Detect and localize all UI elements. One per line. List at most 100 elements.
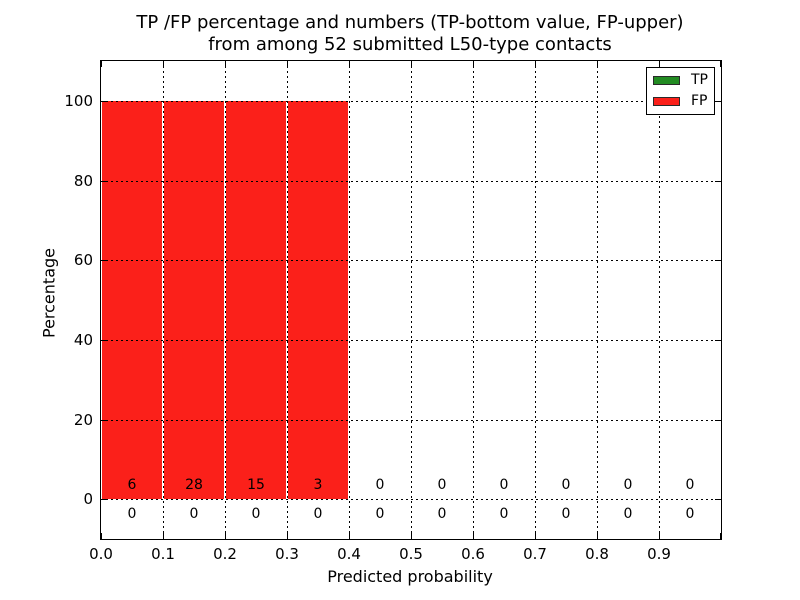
tp-count-label: 0 bbox=[499, 506, 509, 522]
x-tick-mark bbox=[659, 533, 660, 539]
legend-label: TP bbox=[691, 72, 708, 88]
tp-count-label: 0 bbox=[623, 506, 633, 522]
x-tick-mark bbox=[597, 533, 598, 539]
x-tick-mark-top bbox=[287, 61, 288, 67]
x-tick-label: 0.1 bbox=[151, 545, 175, 563]
x-tick-mark-top bbox=[225, 61, 226, 67]
plot-area: TP FP 0.0 0.1 0.2 0.3 0.4 0.5 0.6 0.7 0.8 0.9 0 20 40… bbox=[64, 60, 722, 563]
tp-count-label: 0 bbox=[251, 506, 261, 522]
gridline-vertical bbox=[597, 61, 598, 539]
x-tick-mark-top bbox=[473, 61, 474, 67]
tp-count-label: 0 bbox=[375, 506, 385, 522]
tp-count-label: 0 bbox=[437, 506, 447, 522]
y-tick-mark-right bbox=[715, 499, 721, 500]
fp-count-label: 3 bbox=[313, 477, 323, 493]
fp-count-label: 0 bbox=[437, 477, 447, 493]
x-tick-label: 0.8 bbox=[585, 545, 609, 563]
gridline-vertical bbox=[411, 61, 412, 539]
bar-fp bbox=[163, 101, 225, 499]
gridline-vertical bbox=[163, 61, 164, 539]
y-tick-mark-right bbox=[715, 260, 721, 261]
fp-count-label: 0 bbox=[499, 477, 509, 493]
x-tick-mark bbox=[720, 533, 721, 539]
y-tick-mark bbox=[101, 181, 107, 182]
x-tick-label: 0.7 bbox=[523, 545, 547, 563]
x-tick-label: 0.0 bbox=[89, 545, 113, 563]
gridline-vertical bbox=[349, 61, 350, 539]
y-tick-mark bbox=[101, 499, 107, 500]
legend-entry-tp: TP bbox=[653, 73, 708, 88]
gridline-vertical bbox=[473, 61, 474, 539]
x-tick-mark bbox=[411, 533, 412, 539]
y-tick-label: 20 bbox=[73, 411, 93, 429]
legend: TP FP bbox=[646, 67, 715, 115]
x-tick-mark bbox=[101, 533, 102, 539]
fp-count-label: 0 bbox=[685, 477, 695, 493]
x-tick-mark bbox=[287, 533, 288, 539]
chart-title: TP /FP percentage and numbers (TP-bottom… bbox=[100, 12, 720, 56]
gridline-horizontal bbox=[101, 101, 721, 102]
gridline-vertical bbox=[225, 61, 226, 539]
x-tick-mark-top bbox=[720, 61, 721, 67]
tp-swatch-icon bbox=[653, 76, 680, 85]
bar-fp bbox=[287, 101, 349, 499]
x-tick-mark-top bbox=[101, 61, 102, 67]
x-tick-mark bbox=[535, 533, 536, 539]
fp-count-label: 15 bbox=[247, 477, 265, 493]
y-tick-mark bbox=[101, 340, 107, 341]
y-tick-mark-right bbox=[715, 101, 721, 102]
gridline-horizontal bbox=[101, 420, 721, 421]
x-tick-mark bbox=[225, 533, 226, 539]
bar-fp bbox=[225, 101, 287, 499]
tp-count-label: 0 bbox=[685, 506, 695, 522]
y-tick-label: 60 bbox=[73, 251, 93, 269]
gridline-horizontal bbox=[101, 260, 721, 261]
x-tick-label: 0.4 bbox=[337, 545, 361, 563]
y-tick-label: 80 bbox=[73, 172, 93, 190]
tp-count-label: 0 bbox=[313, 506, 323, 522]
y-tick-mark-right bbox=[715, 340, 721, 341]
x-tick-mark-top bbox=[535, 61, 536, 67]
gridline-horizontal bbox=[101, 499, 721, 500]
y-tick-mark bbox=[101, 260, 107, 261]
y-tick-mark bbox=[101, 420, 107, 421]
bar-fp bbox=[101, 101, 163, 499]
x-tick-mark bbox=[349, 533, 350, 539]
y-tick-mark-right bbox=[715, 420, 721, 421]
x-tick-label: 0.9 bbox=[647, 545, 671, 563]
x-tick-mark-top bbox=[163, 61, 164, 67]
legend-entry-fp: FP bbox=[653, 94, 708, 109]
y-tick-label: 40 bbox=[73, 331, 93, 349]
gridline-vertical bbox=[535, 61, 536, 539]
tp-count-label: 0 bbox=[189, 506, 199, 522]
y-tick-label: 0 bbox=[83, 490, 93, 508]
x-tick-label: 0.6 bbox=[461, 545, 485, 563]
chart-title-line2: from among 52 submitted L50-type contact… bbox=[208, 34, 612, 55]
x-tick-mark bbox=[473, 533, 474, 539]
fp-count-label: 28 bbox=[185, 477, 203, 493]
legend-label: FP bbox=[691, 93, 708, 109]
y-tick-mark-right bbox=[715, 181, 721, 182]
x-tick-mark-top bbox=[659, 61, 660, 67]
y-tick-label: 100 bbox=[64, 92, 93, 110]
fp-count-label: 0 bbox=[561, 477, 571, 493]
chart-title-line1: TP /FP percentage and numbers (TP-bottom… bbox=[136, 12, 684, 33]
gridline-horizontal bbox=[101, 181, 721, 182]
fp-count-label: 0 bbox=[623, 477, 633, 493]
x-tick-mark bbox=[163, 533, 164, 539]
fp-count-label: 0 bbox=[375, 477, 385, 493]
x-tick-label: 0.5 bbox=[399, 545, 423, 563]
x-tick-label: 0.2 bbox=[213, 545, 237, 563]
y-tick-mark bbox=[101, 101, 107, 102]
gridline-horizontal bbox=[101, 340, 721, 341]
fp-swatch-icon bbox=[653, 97, 680, 106]
fp-count-label: 6 bbox=[127, 477, 137, 493]
tp-count-label: 0 bbox=[561, 506, 571, 522]
x-axis-label: Predicted probability bbox=[327, 567, 493, 586]
gridline-vertical bbox=[287, 61, 288, 539]
gridline-vertical bbox=[659, 61, 660, 539]
x-tick-label: 0.3 bbox=[275, 545, 299, 563]
x-tick-mark-top bbox=[597, 61, 598, 67]
tp-count-label: 0 bbox=[127, 506, 137, 522]
